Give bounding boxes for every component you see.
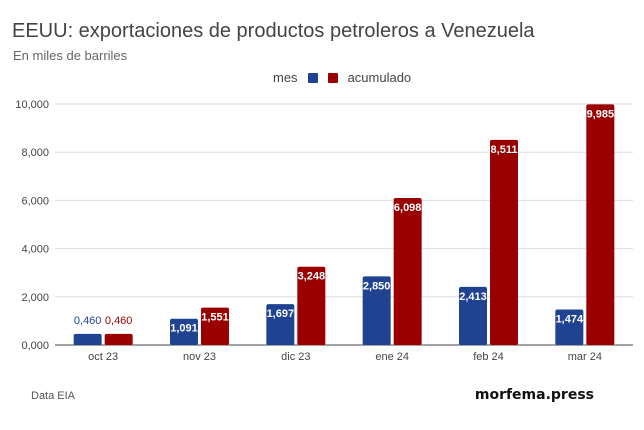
data-label-acumulado: 6,098 bbox=[394, 202, 422, 214]
data-label-acumulado: 1,551 bbox=[201, 312, 229, 324]
data-label-mes: 2,850 bbox=[363, 280, 391, 292]
data-label-mes: 1,697 bbox=[267, 308, 295, 320]
x-tick-label: nov 23 bbox=[183, 351, 216, 363]
data-label-mes: 1,091 bbox=[170, 323, 198, 335]
y-tick-label: 4,000 bbox=[21, 244, 49, 256]
data-label-acumulado: 9,985 bbox=[587, 108, 615, 120]
x-tick-label: oct 23 bbox=[88, 351, 118, 363]
data-label-acumulado: 3,248 bbox=[298, 271, 326, 283]
y-tick-label: 6,000 bbox=[21, 195, 49, 207]
bar-acumulado bbox=[393, 198, 422, 345]
bar-acumulado bbox=[297, 266, 326, 345]
brand-logo-text: morfema.press bbox=[474, 387, 594, 403]
x-tick-label: mar 24 bbox=[568, 351, 602, 363]
y-tick-label: 0,000 bbox=[21, 340, 49, 352]
source-note: Data EIA bbox=[31, 390, 76, 402]
bar-acumulado bbox=[490, 139, 518, 345]
y-tick-label: 8,000 bbox=[21, 147, 49, 159]
bar-mes bbox=[266, 304, 295, 345]
data-label-mes: 0,460 bbox=[74, 315, 102, 327]
bar-mes bbox=[170, 318, 198, 345]
legend-label-acumulado: acumulado bbox=[347, 70, 412, 85]
legend: mes acumulado bbox=[273, 70, 411, 85]
chart-subtitle: En miles de barriles bbox=[13, 48, 128, 63]
bar-mes bbox=[73, 333, 102, 345]
y-tick-label: 2,000 bbox=[21, 292, 49, 304]
bar-acumulado bbox=[586, 104, 615, 345]
legend-swatch-acumulado bbox=[327, 72, 338, 83]
data-label-mes: 2,413 bbox=[459, 291, 487, 303]
bar-acumulado bbox=[201, 307, 229, 345]
bar-mes bbox=[362, 276, 391, 345]
y-tick-label: 10,000 bbox=[15, 99, 49, 111]
bar-mes bbox=[459, 286, 487, 345]
bar-mes bbox=[555, 309, 584, 345]
x-tick-label: feb 24 bbox=[473, 351, 504, 363]
legend-swatch-mes bbox=[307, 72, 318, 83]
x-tick-label: ene 24 bbox=[375, 351, 409, 363]
data-label-mes: 1,474 bbox=[556, 313, 584, 325]
legend-label-mes: mes bbox=[273, 70, 298, 85]
data-label-acumulado: 8,511 bbox=[491, 144, 518, 156]
bar-acumulado bbox=[104, 333, 133, 345]
data-label-acumulado: 0,460 bbox=[105, 315, 133, 327]
chart-title: EEUU: exportaciones de productos petrole… bbox=[12, 20, 535, 42]
x-tick-label: dic 23 bbox=[281, 351, 310, 363]
